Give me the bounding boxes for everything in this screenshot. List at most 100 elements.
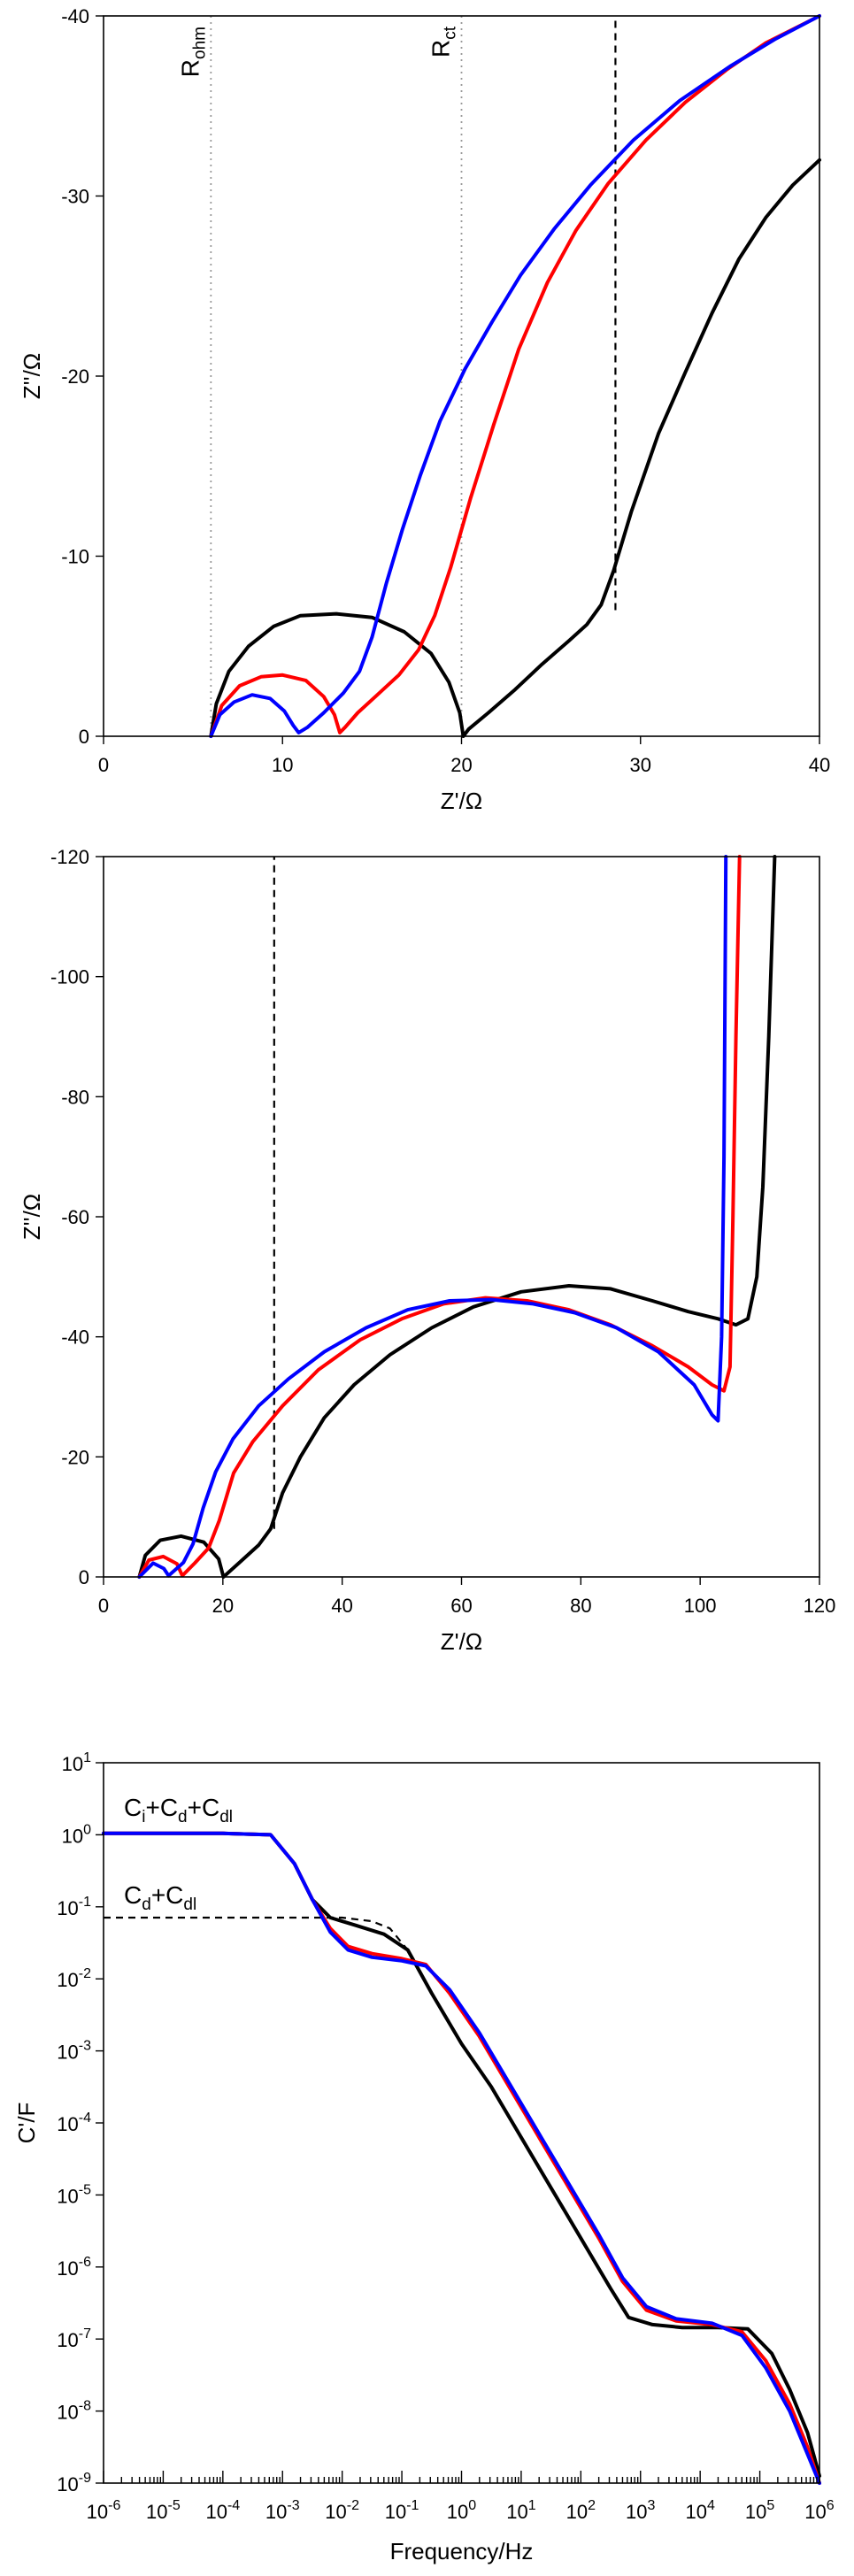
y-tick-label: 10-2 xyxy=(57,1966,91,1991)
x-tick-label: 0 xyxy=(98,754,109,776)
y-tick-label: 10-5 xyxy=(57,2182,91,2207)
tick-exponent: -9 xyxy=(79,2471,91,2486)
x-tick-label: 10-6 xyxy=(87,2498,121,2523)
y-tick-label: 10-1 xyxy=(57,1895,91,1919)
chart-2: 10-6 10-5 10-4 10-3 10-2 10-1 100 101 102 103 104 1… xyxy=(13,1750,835,2564)
y-tick-label: 10-6 xyxy=(57,2255,91,2280)
tick-base: 10 xyxy=(87,2501,108,2523)
tick-base: 10 xyxy=(57,2185,78,2207)
series-line-0 xyxy=(102,1831,821,2478)
tick-base: 10 xyxy=(57,2042,78,2064)
tick-base: 10 xyxy=(447,2501,468,2523)
tick-exponent: 6 xyxy=(827,2498,835,2513)
tick-exponent: 4 xyxy=(707,2498,715,2513)
tick-exponent: -2 xyxy=(347,2498,359,2513)
tick-exponent: -7 xyxy=(79,2326,91,2341)
x-tick-label: 10-1 xyxy=(385,2498,419,2523)
annotation-sub: d xyxy=(142,1895,151,1914)
y-tick-label: -10 xyxy=(61,546,89,568)
y-tick-label: 10-8 xyxy=(57,2399,91,2424)
x-tick-label: 102 xyxy=(566,2498,596,2523)
tick-exponent: -3 xyxy=(287,2498,299,2513)
x-tick-label: 10-2 xyxy=(325,2498,359,2523)
annotation-main: C xyxy=(124,1881,142,1909)
tick-exponent: 0 xyxy=(83,1822,91,1837)
series-line-0 xyxy=(137,855,777,1579)
tick-base: 10 xyxy=(62,1825,83,1847)
tick-base: 10 xyxy=(57,2113,78,2135)
plot-frame-1 xyxy=(103,856,820,1578)
y-tick-label: -40 xyxy=(61,1326,89,1349)
y-tick-label: -100 xyxy=(50,966,89,988)
tick-exponent: -6 xyxy=(79,2255,91,2270)
tick-base: 10 xyxy=(685,2501,706,2523)
y-tick-label: 100 xyxy=(62,1822,91,1847)
y-axis-label: C'/F xyxy=(13,2103,40,2144)
annotation-sub: ohm xyxy=(190,27,209,59)
tick-base: 10 xyxy=(385,2501,406,2523)
tick-base: 10 xyxy=(205,2501,227,2523)
x-tick-label: 40 xyxy=(809,754,830,776)
tick-exponent: 1 xyxy=(528,2498,536,2513)
series-line-1 xyxy=(209,14,821,738)
x-tick-label: 100 xyxy=(447,2498,476,2523)
y-tick-label: -20 xyxy=(61,365,89,388)
x-tick-label: 100 xyxy=(684,1595,717,1617)
y-tick-label: 10-7 xyxy=(57,2326,91,2351)
y-tick-label: -30 xyxy=(61,186,89,208)
y-tick-label: 101 xyxy=(62,1750,91,1775)
annotation-main: C xyxy=(124,1794,142,1821)
y-tick-label: 0 xyxy=(79,1566,89,1588)
annotation-main: +C xyxy=(151,1881,184,1909)
tick-exponent: -5 xyxy=(168,2498,181,2513)
tick-exponent: 1 xyxy=(83,1750,91,1765)
x-tick-label: 104 xyxy=(685,2498,714,2523)
annotation-sub: dl xyxy=(183,1895,196,1914)
tick-base: 10 xyxy=(57,1969,78,1991)
y-tick-label: 10-3 xyxy=(57,2039,91,2064)
plot-frame-2 xyxy=(103,1762,820,2484)
x-axis-label: Frequency/Hz xyxy=(390,2538,534,2564)
series-line-1 xyxy=(102,1831,821,2485)
annotation-sub: i xyxy=(142,1808,145,1826)
x-tick-label: 40 xyxy=(331,1595,352,1617)
annotation-sub: ct xyxy=(442,26,460,40)
x-tick-label: 20 xyxy=(212,1595,234,1617)
annotation-sub: d xyxy=(178,1808,188,1826)
tick-base: 10 xyxy=(57,2473,78,2495)
tick-exponent: -8 xyxy=(79,2399,91,2414)
x-tick-label: 30 xyxy=(630,754,651,776)
tick-exponent: -1 xyxy=(79,1895,91,1910)
tick-exponent: 2 xyxy=(588,2498,596,2513)
x-tick-label: 80 xyxy=(570,1595,591,1617)
tick-exponent: -5 xyxy=(79,2182,91,2197)
tick-base: 10 xyxy=(506,2501,527,2523)
x-tick-label: 10-4 xyxy=(205,2498,240,2523)
tick-base: 10 xyxy=(804,2501,826,2523)
tick-exponent: -6 xyxy=(108,2498,120,2513)
tick-base: 10 xyxy=(57,2257,78,2280)
tick-base: 10 xyxy=(62,1753,83,1775)
series-line-2 xyxy=(209,14,821,738)
chart-1: 0 20 40 60 80 100 120 0 -20 -40 -60 -80 -100 -120 Z'/Ω… xyxy=(19,846,835,1655)
series-line-1 xyxy=(137,855,742,1579)
x-tick-label: 106 xyxy=(804,2498,834,2523)
tick-exponent: 5 xyxy=(766,2498,774,2513)
tick-exponent: -2 xyxy=(79,1966,91,1981)
x-axis-label: Z'/Ω xyxy=(441,1628,483,1655)
annotation-0: Rohm xyxy=(176,27,209,77)
series-line-0 xyxy=(209,158,821,738)
y-tick-label: -20 xyxy=(61,1446,89,1468)
y-tick-label: -80 xyxy=(61,1086,89,1108)
tick-base: 10 xyxy=(146,2501,167,2523)
x-tick-label: 0 xyxy=(98,1595,109,1617)
y-axis-label: Z''/Ω xyxy=(19,1194,45,1240)
x-tick-label: 120 xyxy=(804,1595,836,1617)
reference-curve xyxy=(104,1916,409,1951)
y-axis-label: Z''/Ω xyxy=(19,353,45,399)
tick-exponent: -3 xyxy=(79,2039,91,2054)
x-tick-label: 101 xyxy=(506,2498,535,2523)
x-tick-label: 103 xyxy=(626,2498,655,2523)
y-tick-label: -40 xyxy=(61,5,89,27)
